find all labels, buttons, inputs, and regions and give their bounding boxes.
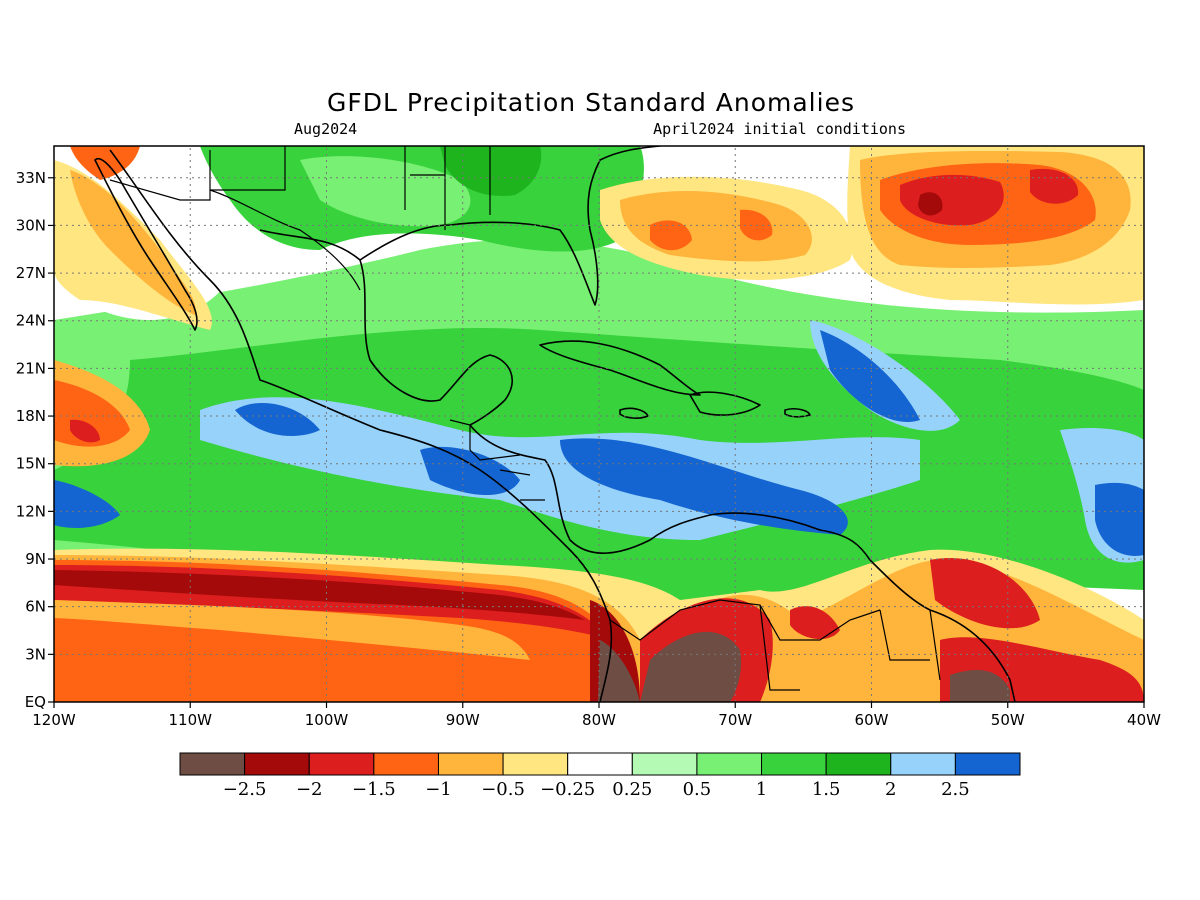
lat-tick-label: 6N <box>25 598 46 616</box>
anomaly-region <box>560 438 848 535</box>
anomaly-region <box>598 640 640 702</box>
lon-tick-label: 50W <box>991 711 1025 729</box>
latitude-axis: EQ 3N 6N 9N 12N 15N 18N 21N 24N 27N 30N 33N <box>16 169 54 711</box>
coastlines <box>94 146 1016 702</box>
colorbar-swatch <box>373 752 439 776</box>
lon-tick-label: 110W <box>169 711 213 729</box>
lon-tick-label: 90W <box>446 711 480 729</box>
anomaly-region <box>70 170 196 315</box>
colorbar-swatch <box>308 752 375 776</box>
lon-tick-label: 70W <box>718 711 752 729</box>
colorbar-label: −0.5 <box>481 779 525 800</box>
lon-tick-label: 40W <box>1127 711 1161 729</box>
anomaly-map <box>54 146 1144 702</box>
coastline-guianas <box>869 559 1016 702</box>
borders <box>109 146 941 691</box>
anomaly-region <box>1030 168 1079 204</box>
lat-tick-label: 21N <box>16 359 46 377</box>
coastline-gulf-mexico <box>259 229 514 426</box>
colorbar-swatch <box>890 752 956 776</box>
subtitle-period: Aug2024 <box>294 120 357 138</box>
anomaly-region <box>420 446 520 495</box>
anomaly-region <box>650 220 692 251</box>
island-puerto-rico <box>784 408 811 418</box>
border-us-mexico-central <box>210 146 286 191</box>
border-us-states <box>404 146 491 230</box>
map-title: GFDL Precipitation Standard Anomalies <box>327 88 855 117</box>
longitude-axis: 120W 110W 100W 90W 80W 70W 60W 50W 40W <box>32 702 1161 729</box>
colorbar-label: 2 <box>885 779 896 800</box>
lon-tick-label: 60W <box>855 711 889 729</box>
colorbar-swatch <box>437 752 504 776</box>
lat-tick-label: 30N <box>16 216 46 234</box>
coastline-caribbean <box>469 424 871 561</box>
colorbar-swatch <box>502 752 569 776</box>
lon-tick-label: 80W <box>582 711 616 729</box>
colorbar-label: −2.5 <box>223 779 267 800</box>
colorbar-swatch <box>825 752 892 776</box>
anomaly-region <box>54 600 530 660</box>
anomaly-region <box>820 330 920 422</box>
colorbar-swatch <box>567 752 633 776</box>
colorbar-swatch <box>631 752 698 776</box>
lat-tick-label: 33N <box>16 169 46 187</box>
anomaly-region <box>300 156 471 227</box>
anomaly-region <box>918 192 943 216</box>
coastline-us-southeast <box>359 146 661 306</box>
colorbar-swatch <box>761 752 827 776</box>
lon-tick-label: 100W <box>305 711 349 729</box>
colorbar-label: −1 <box>425 779 452 800</box>
lat-tick-label: 12N <box>16 502 46 520</box>
border-us-mexico-rio-grande <box>209 189 361 291</box>
lon-tick-label: 120W <box>32 711 76 729</box>
colorbar-label: −2 <box>296 779 323 800</box>
colorbar: −2.5 −2 −1.5 −1 −0.5 −0.25 0.25 0.5 1 1.5 2 2.5 <box>179 752 1021 800</box>
colorbar-label: 1.5 <box>812 779 841 800</box>
island-jamaica <box>619 407 649 419</box>
anomaly-region <box>1095 482 1144 556</box>
lat-tick-label: EQ <box>25 693 46 711</box>
colorbar-label: 0.25 <box>612 779 652 800</box>
anomaly-region <box>930 558 1040 629</box>
border-south-america <box>609 599 941 691</box>
colorbar-swatch <box>954 752 1021 776</box>
anomaly-region <box>54 570 585 620</box>
colorbar-label: 2.5 <box>941 779 970 800</box>
coastline-baja-california <box>94 158 198 331</box>
island-hispaniola <box>689 391 761 416</box>
border-us-mexico-west <box>109 150 211 201</box>
anomaly-region <box>54 640 500 702</box>
border-central-america <box>449 419 545 501</box>
colorbar-label: 0.5 <box>683 779 712 800</box>
gridlines <box>54 146 1144 702</box>
anomaly-region <box>70 419 100 443</box>
anomaly-region <box>54 480 120 528</box>
lat-tick-label: 9N <box>25 550 46 568</box>
anomaly-region <box>950 670 1010 702</box>
subtitle-initial-conditions: April2024 initial conditions <box>653 120 906 138</box>
colorbar-swatch <box>244 752 310 776</box>
coastline-pacific <box>109 149 613 702</box>
colorbar-swatch <box>179 752 246 776</box>
colorbar-label: −1.5 <box>352 779 396 800</box>
colorbar-label: −0.25 <box>540 779 595 800</box>
colorbar-label: 1 <box>756 779 767 800</box>
anomaly-region <box>440 146 542 196</box>
lat-tick-label: 18N <box>16 407 46 425</box>
colorbar-swatch <box>696 752 763 776</box>
lat-tick-label: 15N <box>16 455 46 473</box>
anomaly-region <box>235 402 320 436</box>
anomaly-region <box>790 606 840 640</box>
anomaly-region <box>640 631 742 702</box>
lat-tick-label: 27N <box>16 264 46 282</box>
lat-tick-label: 3N <box>25 645 46 663</box>
island-cuba <box>539 340 701 396</box>
lat-tick-label: 24N <box>16 312 46 330</box>
